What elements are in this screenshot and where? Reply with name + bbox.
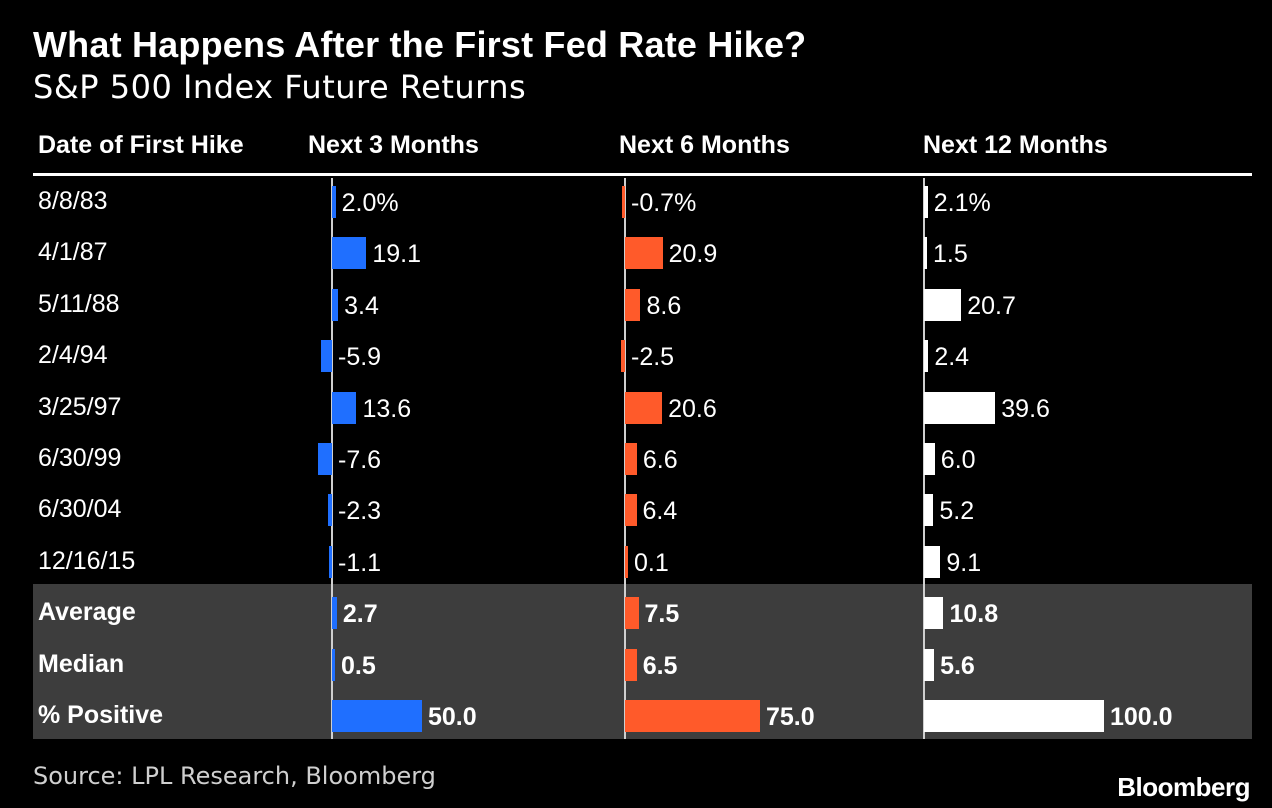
bar-next-3-months [332,288,339,321]
bar-next-12-months [924,545,941,578]
data-label-next-12-months: 6.0 [940,446,976,474]
bar-next-12-months [924,237,927,270]
bloomberg-logo: Bloomberg [1117,772,1250,802]
bar-next-6-months [625,648,637,681]
data-label-next-6-months: 75.0 [766,703,815,731]
data-label-next-12-months: 5.2 [939,497,975,526]
data-label-next-12-months: 1.5 [933,240,968,269]
data-label-next-6-months: -2.5 [631,343,675,372]
row-label: Median [38,649,125,678]
bar-next-3-months [332,648,335,681]
bar-next-3-months [332,237,367,270]
data-label-next-6-months: 6.5 [642,651,678,680]
row-label: 3/25/97 [38,392,122,421]
bar-next-3-months [332,186,336,218]
row-label: Average [38,598,136,627]
bar-next-3-months [327,494,332,527]
column-header-next-3-months: Next 3 Months [308,131,479,159]
data-label-next-3-months: -2.3 [338,497,382,526]
bar-next-12-months [924,700,1104,732]
data-label-next-3-months: 50.0 [428,703,477,731]
bar-next-6-months [625,288,641,321]
data-label-next-3-months: -5.9 [338,343,382,372]
data-label-next-6-months: 6.6 [642,446,678,474]
data-label-next-12-months: 2.4 [934,343,970,372]
row-label: 6/30/04 [38,495,122,524]
bar-next-6-months [622,186,625,218]
data-label-next-3-months: 3.4 [344,291,379,320]
bar-next-6-months [625,700,760,732]
bar-next-6-months [625,237,663,270]
data-label-next-12-months: 9.1 [946,548,982,577]
row-label: 8/8/83 [38,187,108,215]
bar-next-6-months [625,391,663,424]
data-label-next-6-months: 8.6 [646,291,682,320]
row-label: 5/11/88 [38,289,120,318]
column-header-date: Date of First Hike [38,131,244,159]
row-label: 2/4/94 [38,341,108,370]
bar-next-6-months [620,340,625,373]
bar-next-12-months [924,597,944,630]
data-label-next-3-months: 2.7 [342,600,378,629]
bar-next-3-months [332,700,422,732]
zero-axis-next-3-months [331,178,333,739]
bar-next-3-months [332,597,337,630]
data-label-next-12-months: 100.0 [1110,703,1173,731]
row-label: 6/30/99 [38,444,122,472]
bar-next-12-months [924,391,996,424]
bar-next-12-months [924,288,962,321]
data-label-next-12-months: 5.6 [940,651,975,680]
data-label-next-6-months: 20.6 [668,394,717,423]
source-note: Source: LPL Research, Bloomberg [33,762,436,790]
data-label-next-6-months: 0.1 [634,548,669,577]
data-label-next-3-months: 0.5 [341,651,376,680]
bar-next-6-months [625,545,628,578]
bar-next-12-months [924,340,929,373]
data-label-next-3-months: -7.6 [338,446,382,474]
row-label: 4/1/87 [38,238,108,267]
bar-next-6-months [625,494,637,527]
bar-next-12-months [924,494,934,527]
data-label-next-3-months: 13.6 [362,394,412,423]
data-label-next-6-months: 6.4 [642,497,678,526]
data-label-next-12-months: 20.7 [967,291,1016,320]
bar-next-3-months [329,545,332,578]
bar-next-12-months [924,443,935,475]
bar-next-3-months [318,443,332,475]
data-label-next-3-months: -1.1 [338,548,382,577]
chart-subtitle: S&P 500 Index Future Returns [33,68,527,106]
data-label-next-12-months: 10.8 [949,600,999,629]
header-rule [33,173,1252,176]
column-header-next-6-months: Next 6 Months [619,131,790,159]
chart-title: What Happens After the First Fed Rate Hi… [33,24,807,65]
column-header-next-12-months: Next 12 Months [923,131,1108,159]
data-label-next-6-months: 20.9 [668,240,718,269]
bar-next-12-months [924,648,935,681]
bar-next-3-months [321,340,332,373]
data-label-next-6-months: -0.7% [631,189,697,217]
bar-next-6-months [625,443,637,475]
bar-next-3-months [332,391,357,424]
bar-next-6-months [625,597,639,630]
data-label-next-12-months: 2.1% [933,189,991,217]
data-label-next-6-months: 7.5 [644,600,680,629]
data-label-next-3-months: 2.0% [341,189,399,217]
data-label-next-3-months: 19.1 [372,240,422,269]
row-label: 12/16/15 [38,546,136,575]
bar-next-12-months [924,186,928,218]
row-label: % Positive [38,701,164,729]
data-label-next-12-months: 39.6 [1001,394,1050,423]
